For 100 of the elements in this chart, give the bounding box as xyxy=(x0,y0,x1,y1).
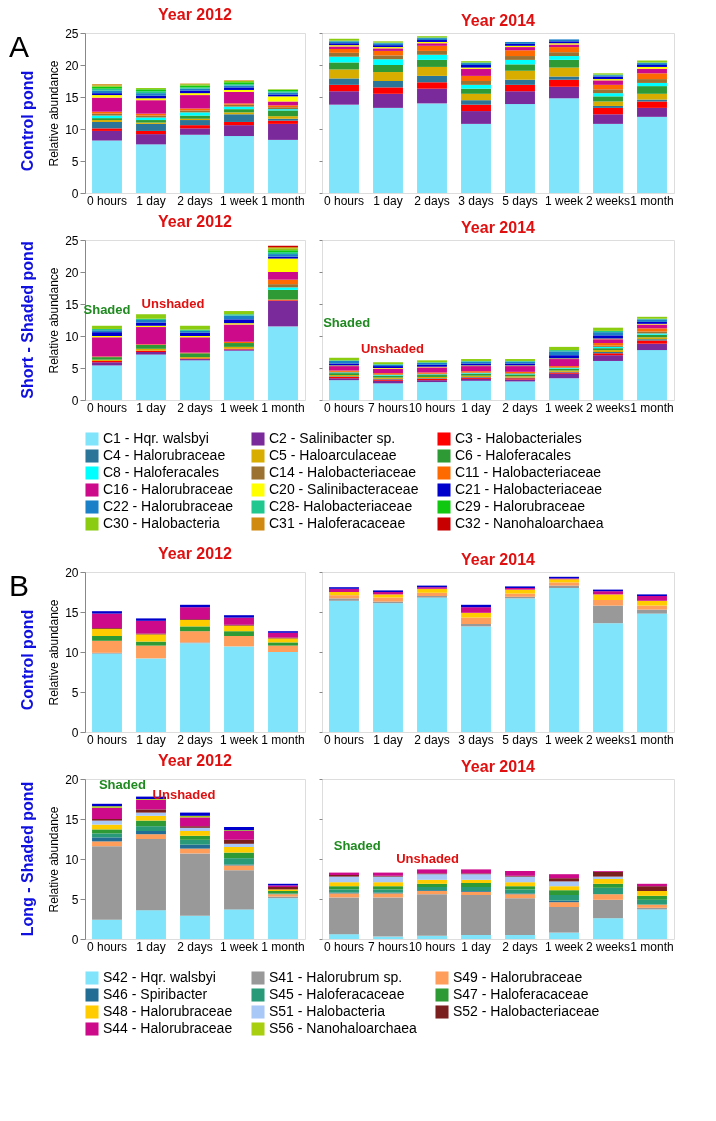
x-tick-label: 1 day xyxy=(136,400,166,415)
legend-label: C21 - Halobacteriaceae xyxy=(455,481,603,497)
y-tick-label: 5 xyxy=(71,154,79,169)
y-tick-label: 25 xyxy=(65,26,79,41)
x-tick-label: 1 week xyxy=(544,732,585,747)
x-tick-label: 1 week xyxy=(219,732,260,747)
x-tick-label: 3 days xyxy=(458,732,494,747)
x-tick-label: 0 hours xyxy=(86,732,128,747)
y-tick-label: 0 xyxy=(71,393,79,408)
y-tick-label: 10 xyxy=(65,122,79,137)
x-tick-label: 1 month xyxy=(261,193,305,208)
x-tick-label: 1 month xyxy=(261,400,305,415)
x-tick-label: 7 hours xyxy=(367,939,409,954)
x-tick-label: 1 month xyxy=(630,193,674,208)
y-tick-label: 5 xyxy=(71,361,79,376)
x-tick-label: 2 days xyxy=(177,732,213,747)
x-tick-label: 1 day xyxy=(461,400,491,415)
legend-label: C1 - Hqr. walsbyi xyxy=(103,430,209,446)
chart-title: Year 2014 xyxy=(461,11,536,29)
x-tick-label: 1 day xyxy=(136,732,166,747)
legend-label: S48 - Halorubraceae xyxy=(103,1003,233,1019)
x-tick-label: 1 day xyxy=(373,193,403,208)
legend-label: C30 - Halobacteria xyxy=(103,515,220,531)
legend-label: S47 - Haloferacaceae xyxy=(453,986,589,1002)
legend-label: C11 - Halobacteriaceae xyxy=(455,464,602,480)
x-tick-label: 2 days xyxy=(177,193,213,208)
y-axis-title: Relative abundance xyxy=(47,267,62,374)
x-tick-label: 7 hours xyxy=(367,400,409,415)
x-tick-label: 1 week xyxy=(544,939,585,954)
legend-label: S52 - Halobacteriaceae xyxy=(453,1003,600,1019)
chart-title: Year 2012 xyxy=(158,213,233,230)
x-tick-label: 0 hours xyxy=(323,939,365,954)
y-axis-title: Relative abundance xyxy=(47,806,62,913)
annotation: Shaded xyxy=(83,302,131,318)
legend-label: C8 - Haloferacales xyxy=(103,464,219,480)
x-tick-label: 0 hours xyxy=(86,400,128,415)
text: B xyxy=(8,569,30,602)
legend-label: S56 - Nanohaloarchaea xyxy=(269,1020,418,1036)
y-tick-label: 20 xyxy=(65,58,79,73)
x-tick-label: 1 week xyxy=(219,193,260,208)
x-tick-label: 1 week xyxy=(544,193,585,208)
legend-label: C3 - Halobacteriales xyxy=(455,430,582,446)
x-tick-label: 1 month xyxy=(261,939,305,954)
x-tick-label: 1 day xyxy=(136,193,166,208)
chart-title: Year 2012 xyxy=(158,6,233,23)
chart-title: Year 2014 xyxy=(461,757,536,775)
legend-label: S41 - Halorubrum sp. xyxy=(269,969,403,985)
y-tick-label: 20 xyxy=(65,772,79,787)
x-tick-label: 1 day xyxy=(136,939,166,954)
text: A xyxy=(8,30,30,63)
x-tick-label: 1 month xyxy=(630,732,674,747)
legend-label: S51 - Halobacteria xyxy=(269,1003,386,1019)
x-tick-label: 1 week xyxy=(219,939,260,954)
x-tick-label: 10 hours xyxy=(408,400,456,415)
legend-label: S45 - Haloferacaceae xyxy=(269,986,405,1002)
x-tick-label: 0 hours xyxy=(323,193,365,208)
x-tick-label: 2 days xyxy=(177,400,213,415)
legend-label: C28- Halobacteriaceae xyxy=(269,498,413,514)
annotation: Shaded xyxy=(98,777,146,793)
y-tick-label: 0 xyxy=(71,186,79,201)
y-tick-label: 10 xyxy=(65,852,79,867)
legend-label: C20 - Salinibacteraceae xyxy=(269,481,419,497)
text: Long - Shaded pond xyxy=(18,781,36,937)
annotation: Shaded xyxy=(323,315,371,331)
x-tick-label: 5 days xyxy=(502,732,538,747)
y-tick-label: 0 xyxy=(71,932,79,947)
legend-label: C14 - Halobacteriaceae xyxy=(269,464,417,480)
y-tick-label: 0 xyxy=(71,725,79,740)
annotation: Unshaded xyxy=(396,851,460,866)
annotation: Unshaded xyxy=(152,787,216,802)
legend-label: S46 - Spiribacter xyxy=(103,986,208,1002)
x-tick-label: 0 hours xyxy=(323,732,365,747)
x-tick-label: 5 days xyxy=(502,193,538,208)
x-tick-label: 1 month xyxy=(630,939,674,954)
legend-label: C31 - Haloferacaceae xyxy=(269,515,406,531)
y-axis-title: Relative abundance xyxy=(47,599,62,706)
legend-label: C16 - Halorubraceae xyxy=(103,481,234,497)
x-tick-label: 1 month xyxy=(630,400,674,415)
legend-label: C32 - Nanohaloarchaea xyxy=(455,515,604,531)
x-tick-label: 2 days xyxy=(414,732,450,747)
x-tick-label: 1 week xyxy=(544,400,585,415)
y-tick-label: 10 xyxy=(65,645,79,660)
x-tick-label: 10 hours xyxy=(408,939,456,954)
chart-title: Year 2014 xyxy=(461,218,536,236)
y-tick-label: 10 xyxy=(65,329,79,344)
legend-label: C5 - Haloarculaceae xyxy=(269,447,397,463)
x-tick-label: 2 weeks xyxy=(585,732,631,747)
y-tick-label: 15 xyxy=(65,90,79,105)
y-tick-label: 20 xyxy=(65,265,79,280)
x-tick-label: 2 weeks xyxy=(585,939,631,954)
x-tick-label: 1 day xyxy=(373,732,403,747)
chart-title: Year 2014 xyxy=(461,550,536,568)
x-tick-label: 2 days xyxy=(502,939,538,954)
chart-title: Year 2012 xyxy=(158,752,233,769)
chart-title: Year 2012 xyxy=(158,545,233,562)
y-tick-label: 5 xyxy=(71,892,79,907)
text: Control pond xyxy=(18,609,36,711)
annotation: Unshaded xyxy=(141,296,205,311)
legend-label: S49 - Halorubraceae xyxy=(453,969,583,985)
y-tick-label: 25 xyxy=(65,233,79,248)
